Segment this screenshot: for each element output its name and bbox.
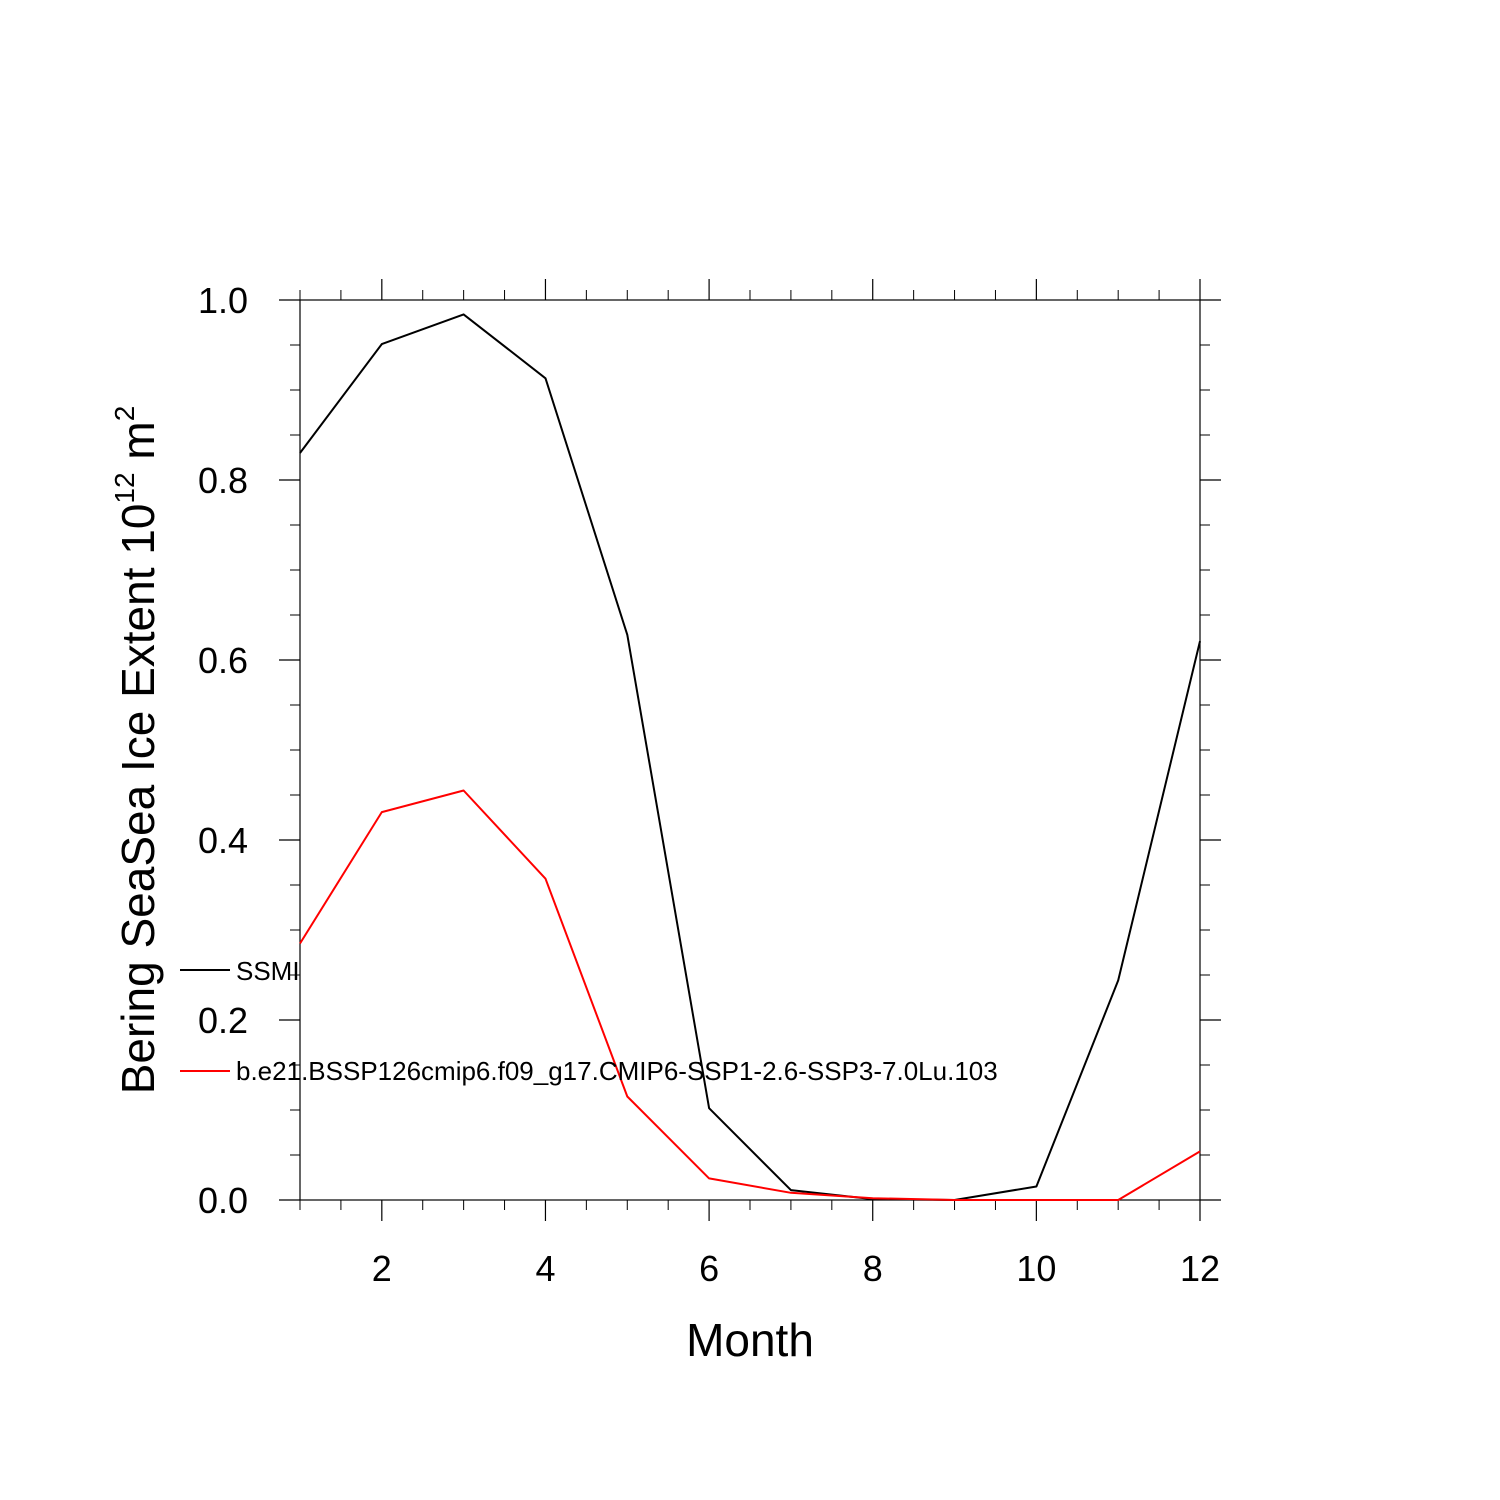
series-lines <box>299 313 1201 1201</box>
y-axis-title-unit: m <box>112 421 164 472</box>
x-tick-label: 2 <box>372 1248 392 1289</box>
y-axis-title-main: Bering SeaSea Ice Extent 10 <box>112 504 164 1095</box>
x-tick-label: 12 <box>1180 1248 1220 1289</box>
y-tick-label: 0.4 <box>198 820 248 861</box>
major-ticks <box>279 279 1221 1221</box>
legend: SSMI b.e21.BSSP126cmip6.f09_g17.CMIP6-SS… <box>180 956 998 1086</box>
x-axis-title: Month <box>686 1314 814 1366</box>
legend-label-model: b.e21.BSSP126cmip6.f09_g17.CMIP6-SSP1-2.… <box>236 1056 998 1086</box>
series-line-ssmi <box>299 313 1201 1201</box>
series-line-model <box>299 789 1201 1201</box>
y-tick-labels: 0.0 0.2 0.4 0.6 0.8 1.0 <box>198 280 248 1221</box>
minor-ticks <box>290 290 1210 1210</box>
y-tick-label: 0.6 <box>198 640 248 681</box>
x-tick-label: 8 <box>863 1248 883 1289</box>
x-tick-labels: 2 4 6 8 10 12 <box>372 1248 1220 1289</box>
y-axis-title-unit-exponent: 2 <box>109 406 140 422</box>
y-tick-label: 1.0 <box>198 280 248 321</box>
y-axis-title: Bering SeaSea Ice Extent 1012 m2 <box>109 406 164 1095</box>
y-tick-label: 0.0 <box>198 1180 248 1221</box>
x-tick-label: 4 <box>535 1248 555 1289</box>
y-tick-label: 0.2 <box>198 1000 248 1041</box>
y-axis-title-exponent: 12 <box>109 472 140 503</box>
x-tick-label: 10 <box>1016 1248 1056 1289</box>
x-tick-label: 6 <box>699 1248 719 1289</box>
legend-label-ssmi: SSMI <box>236 956 300 986</box>
y-tick-label: 0.8 <box>198 460 248 501</box>
